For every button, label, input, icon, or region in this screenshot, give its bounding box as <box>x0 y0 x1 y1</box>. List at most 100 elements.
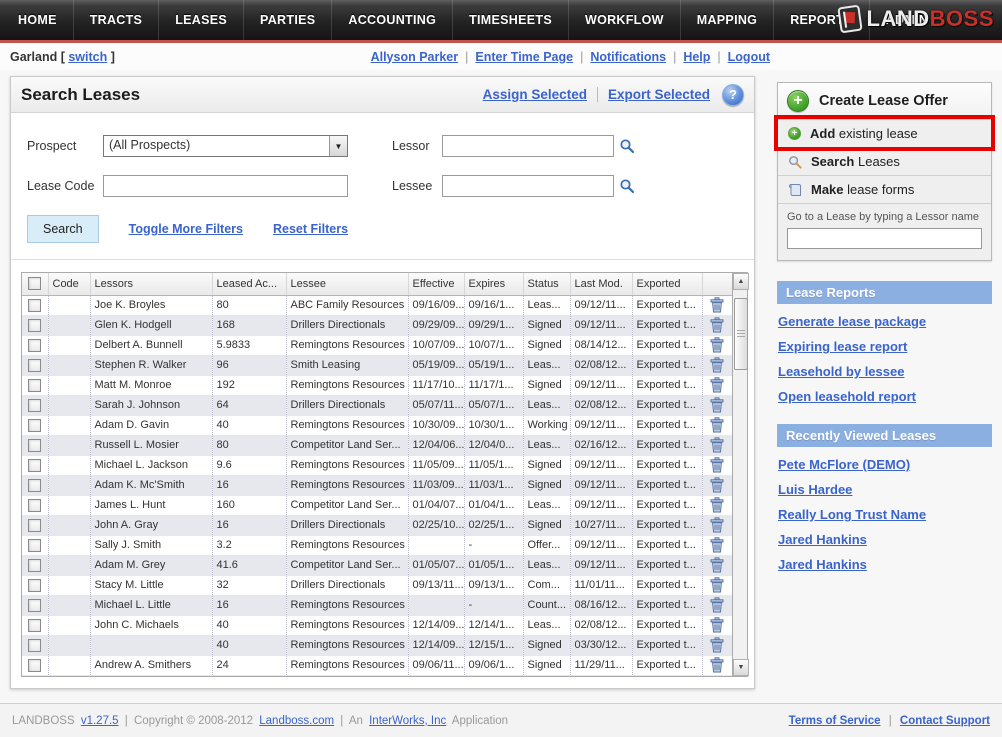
table-row[interactable]: John C. Michaels 40 Remingtons Resources… <box>22 615 732 636</box>
table-row[interactable]: Stacy M. Little 32 Drillers Directionals… <box>22 575 732 596</box>
user-bar-link[interactable]: Logout <box>727 49 770 64</box>
delete-lease-button[interactable] <box>710 637 724 653</box>
assign-selected-link[interactable]: Assign Selected <box>482 87 587 102</box>
reset-filters-link[interactable]: Reset Filters <box>272 222 349 236</box>
row-checkbox[interactable] <box>28 598 42 612</box>
footer-version-link[interactable]: v1.27.5 <box>80 714 119 727</box>
search-leases-button[interactable]: Search Leases <box>778 147 991 175</box>
contact-support-link[interactable]: Contact Support <box>899 714 990 727</box>
delete-lease-button[interactable] <box>710 657 724 673</box>
recent-lease-link[interactable]: Jared Hankins <box>778 557 867 572</box>
select-all-checkbox[interactable] <box>28 277 42 291</box>
lessor-input[interactable] <box>442 135 614 157</box>
column-header[interactable]: Lessee <box>285 273 408 296</box>
row-checkbox[interactable] <box>28 378 42 392</box>
delete-lease-button[interactable] <box>710 537 724 553</box>
delete-lease-button[interactable] <box>710 317 724 333</box>
make-lease-forms-button[interactable]: Make lease forms <box>778 175 991 203</box>
scrollbar-thumb[interactable] <box>734 298 748 370</box>
lease-report-link[interactable]: Generate lease package <box>778 314 927 329</box>
column-header[interactable]: Code <box>47 273 90 296</box>
nav-item[interactable]: MAPPING <box>679 0 773 40</box>
table-row[interactable]: Russell L. Mosier 80 Competitor Land Ser… <box>22 435 732 456</box>
lease-report-link[interactable]: Open leasehold report <box>778 389 916 404</box>
terms-of-service-link[interactable]: Terms of Service <box>788 714 881 727</box>
table-row[interactable]: Adam K. Mc'Smith 16 Remingtons Resources… <box>22 475 732 496</box>
row-checkbox[interactable] <box>28 438 42 452</box>
table-row[interactable]: Andrew A. Smithers 24 Remingtons Resourc… <box>22 655 732 676</box>
recent-lease-link[interactable]: Jared Hankins <box>778 532 867 547</box>
nav-item[interactable]: TIMESHEETS <box>452 0 568 40</box>
row-checkbox[interactable] <box>28 518 42 532</box>
column-header[interactable]: Effective <box>407 273 464 296</box>
export-selected-link[interactable]: Export Selected <box>607 87 710 102</box>
row-checkbox[interactable] <box>28 458 42 472</box>
table-row[interactable]: Adam D. Gavin 40 Remingtons Resources 10… <box>22 415 732 436</box>
switch-location-link[interactable]: switch <box>68 49 108 64</box>
row-checkbox[interactable] <box>28 398 42 412</box>
recent-lease-link[interactable]: Really Long Trust Name <box>778 507 927 522</box>
delete-lease-button[interactable] <box>710 337 724 353</box>
column-header[interactable]: Leased Ac... <box>211 273 286 296</box>
table-row[interactable]: James L. Hunt 160 Competitor Land Ser...… <box>22 495 732 516</box>
nav-item[interactable]: PARTIES <box>243 0 331 40</box>
row-checkbox[interactable] <box>28 578 42 592</box>
lease-report-link[interactable]: Leasehold by lessee <box>778 364 905 379</box>
table-row[interactable]: Adam M. Grey 41.6 Competitor Land Ser...… <box>22 555 732 576</box>
row-checkbox[interactable] <box>28 538 42 552</box>
row-checkbox[interactable] <box>28 658 42 672</box>
row-checkbox[interactable] <box>28 618 42 632</box>
row-checkbox[interactable] <box>28 358 42 372</box>
column-header[interactable]: Expires <box>463 273 523 296</box>
prospect-select[interactable]: (All Prospects) ▼ <box>103 135 348 157</box>
column-header[interactable]: Lessors <box>89 273 212 296</box>
row-checkbox[interactable] <box>28 558 42 572</box>
delete-lease-button[interactable] <box>710 517 724 533</box>
table-row[interactable]: Glen K. Hodgell 168 Drillers Directional… <box>22 315 732 336</box>
table-row[interactable]: Sally J. Smith 3.2 Remingtons Resources … <box>22 535 732 556</box>
delete-lease-button[interactable] <box>710 437 724 453</box>
table-row[interactable]: Joe K. Broyles 80 ABC Family Resources 0… <box>22 295 732 316</box>
nav-item[interactable]: WORKFLOW <box>567 0 680 40</box>
nav-item[interactable]: HOME <box>18 13 57 27</box>
table-row[interactable]: Delbert A. Bunnell 5.9833 Remingtons Res… <box>22 335 732 356</box>
row-checkbox[interactable] <box>28 318 42 332</box>
row-checkbox[interactable] <box>28 418 42 432</box>
nav-item[interactable]: ACCOUNTING <box>331 0 452 40</box>
table-row[interactable]: 40 Remingtons Resources 12/14/09... 12/1… <box>22 635 732 656</box>
user-bar-link[interactable]: Enter Time Page <box>475 49 574 64</box>
table-row[interactable]: Sarah J. Johnson 64 Drillers Directional… <box>22 395 732 416</box>
delete-lease-button[interactable] <box>710 497 724 513</box>
nav-item[interactable]: LEASES <box>158 0 243 40</box>
table-row[interactable]: John A. Gray 16 Drillers Directionals 02… <box>22 515 732 536</box>
footer-company-link[interactable]: InterWorks, Inc <box>369 714 447 727</box>
row-checkbox[interactable] <box>28 298 42 312</box>
delete-lease-button[interactable] <box>710 577 724 593</box>
user-bar-link[interactable]: Help <box>683 49 711 64</box>
row-checkbox[interactable] <box>28 498 42 512</box>
delete-lease-button[interactable] <box>710 397 724 413</box>
recent-lease-link[interactable]: Pete McFlore (DEMO) <box>778 457 911 472</box>
column-header[interactable]: Exported <box>631 273 702 296</box>
delete-lease-button[interactable] <box>710 477 724 493</box>
nav-item[interactable]: TRACTS <box>72 0 159 40</box>
lessor-search-button[interactable] <box>619 138 635 154</box>
lessee-input[interactable] <box>442 175 614 197</box>
table-row[interactable]: Michael L. Jackson 9.6 Remingtons Resour… <box>22 455 732 476</box>
column-header[interactable]: Last Mod. <box>569 273 632 296</box>
nav-item[interactable]: REPORTS <box>773 0 869 40</box>
delete-lease-button[interactable] <box>710 617 724 633</box>
user-bar-link[interactable]: Notifications <box>590 49 667 64</box>
scrollbar-up-arrow-icon[interactable]: ▲ <box>733 273 749 290</box>
recent-lease-link[interactable]: Luis Hardee <box>778 482 853 497</box>
lessee-search-button[interactable] <box>619 178 635 194</box>
row-checkbox[interactable] <box>28 638 42 652</box>
nav-item[interactable]: ADMIN <box>868 0 944 40</box>
row-checkbox[interactable] <box>28 338 42 352</box>
delete-lease-button[interactable] <box>710 457 724 473</box>
create-lease-offer-button[interactable]: + Create Lease Offer <box>778 83 991 119</box>
column-header[interactable]: Status <box>522 273 570 296</box>
footer-site-link[interactable]: Landboss.com <box>259 714 335 727</box>
lease-code-input[interactable] <box>103 175 348 197</box>
toggle-more-filters-link[interactable]: Toggle More Filters <box>128 222 243 236</box>
